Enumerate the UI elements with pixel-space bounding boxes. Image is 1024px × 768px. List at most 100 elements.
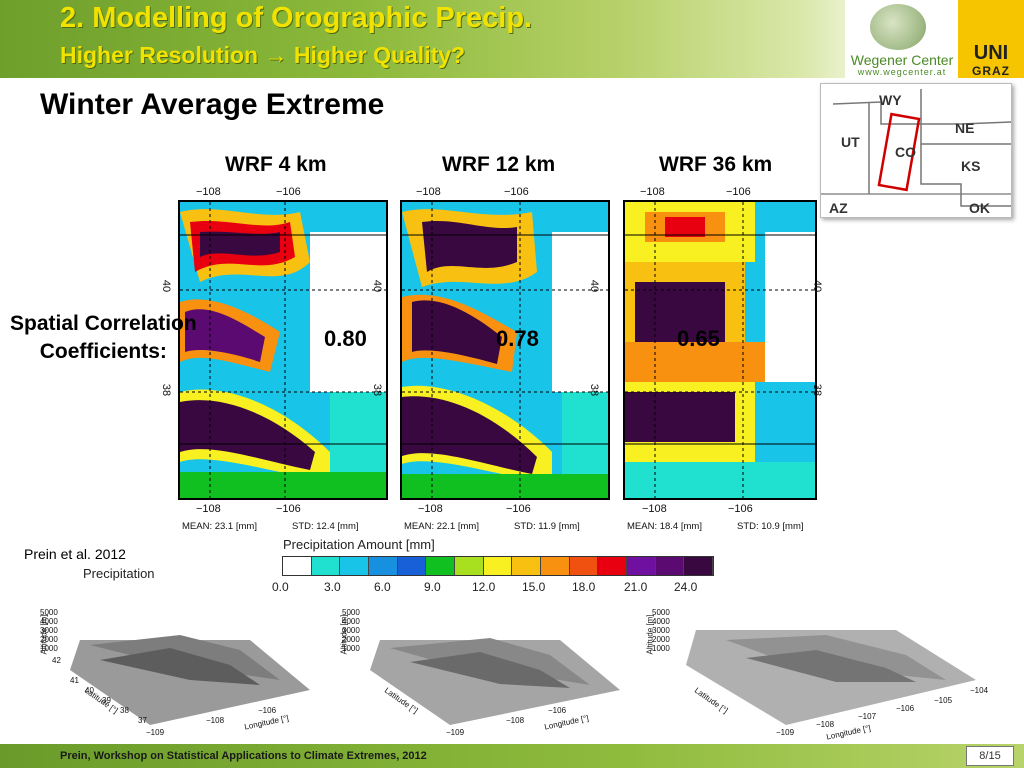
alt-tick: 5000	[342, 608, 360, 617]
lon-tick: −107	[858, 712, 877, 721]
uni-text: UNI	[973, 42, 1009, 64]
lon-tick-bottom-left-12: −108	[418, 503, 443, 515]
std-36km: STD: 10.9 [mm]	[737, 521, 804, 532]
terrain-plot-36km: Altitude [m] 5000 4000 3000 2000 1000 La…	[636, 600, 996, 742]
colorbar-tick: 21.0	[624, 580, 648, 594]
lon-tick-top-left-12: −108	[416, 186, 441, 198]
lat-tick-bottom-36: 38	[811, 383, 824, 397]
colorbar-swatch	[627, 557, 656, 575]
alt-tick: 5000	[40, 608, 58, 617]
mean-4km: MEAN: 23.1 [mm]	[182, 521, 257, 532]
lat-tick-bottom-12: 38	[588, 383, 601, 397]
precip-field-12km	[402, 202, 608, 498]
panel-title-36km: WRF 36 km	[659, 153, 773, 176]
colorbar-swatch	[426, 557, 456, 575]
lat-tick: 37	[138, 716, 147, 725]
precip-colorbar	[282, 556, 714, 576]
alt-tick: 2000	[342, 635, 360, 644]
lon-tick-bottom-left-36: −108	[642, 503, 667, 515]
state-label-ok: OK	[969, 200, 990, 216]
terrain-plot-4km: Altitude [m] 5000 4000 3000 2000 1000 42…	[30, 600, 320, 740]
lon-tick: −106	[548, 706, 567, 715]
colorbar-tick: 0.0	[272, 580, 289, 594]
lon-tick: −104	[970, 686, 989, 695]
terrain-surface-36km	[686, 630, 976, 725]
alt-tick: 5000	[652, 608, 670, 617]
colorbar-title: Precipitation Amount [mm]	[283, 537, 435, 552]
lon-tick: −109	[776, 728, 795, 737]
colorbar-swatch	[569, 557, 599, 575]
mean-12km: MEAN: 22.1 [mm]	[404, 521, 479, 532]
colorbar-swatch	[340, 557, 370, 575]
alt-tick: 2000	[40, 635, 58, 644]
inset-state-map: WY UT CO NE KS AZ OK	[820, 83, 1012, 218]
colorbar-swatch	[311, 557, 341, 575]
alt-tick: 1000	[40, 644, 58, 653]
lat-tick-bottom-left: 38	[160, 383, 173, 397]
state-label-wy: WY	[879, 92, 902, 108]
precip-field-4km	[180, 202, 386, 498]
mean-36km: MEAN: 18.4 [mm]	[627, 521, 702, 532]
state-label-az: AZ	[829, 200, 848, 216]
precip-map-4km	[178, 200, 388, 500]
state-label-co: CO	[895, 144, 916, 160]
lon-tick: −108	[206, 716, 225, 725]
terrain-surface-4km	[70, 635, 310, 725]
lon-tick-bottom-left: −108	[196, 503, 221, 515]
citation: Prein et al. 2012	[24, 546, 126, 562]
lon-tick-bottom-right-12: −106	[506, 503, 531, 515]
alt-tick: 3000	[40, 626, 58, 635]
colorbar-swatch	[598, 557, 628, 575]
panel-title-12km: WRF 12 km	[442, 153, 556, 176]
colorbar-swatch	[283, 557, 312, 575]
correlation-12km: 0.78	[496, 326, 539, 351]
colorbar-tick: 9.0	[424, 580, 441, 594]
lat-tick: 42	[52, 656, 61, 665]
colorbar-tick: 18.0	[572, 580, 596, 594]
lon-tick: −109	[446, 728, 465, 737]
wegener-url: www.wegcenter.at	[857, 67, 947, 77]
slide-subtitle: Higher Resolution → Higher Quality?	[60, 42, 466, 68]
uni-graz-logo	[958, 0, 1024, 78]
lon-tick-top-left: −108	[196, 186, 221, 198]
globe-icon	[870, 4, 926, 50]
lat-tick-bottom-right: 38	[371, 383, 384, 397]
precip-field-36km	[625, 202, 815, 498]
lon-tick-bottom-right: −106	[276, 503, 301, 515]
colorbar-swatch	[541, 557, 570, 575]
std-12km: STD: 11.9 [mm]	[514, 521, 580, 532]
correlation-label-line2: Coefficients:	[39, 340, 167, 363]
std-4km: STD: 12.4 [mm]	[292, 521, 359, 532]
colorbar-swatch	[512, 557, 542, 575]
panel-title-4km: WRF 4 km	[225, 153, 327, 176]
colorado-highlight	[877, 112, 921, 192]
lon-tick-top-right: −106	[276, 186, 301, 198]
terrain-plot-12km: Altitude [m] 5000 4000 3000 2000 1000 La…	[330, 600, 630, 740]
lon-tick: −108	[506, 716, 525, 725]
lat-tick-top-12: 40	[588, 279, 601, 293]
lon-tick-top-right-36: −106	[726, 186, 751, 198]
alt-tick: 1000	[342, 644, 360, 653]
colorbar-tick: 24.0	[674, 580, 698, 594]
lon-tick: −106	[258, 706, 277, 715]
colorbar-swatch	[455, 557, 484, 575]
lat-tick: 40	[85, 686, 94, 695]
lat-tick-top-36: 40	[811, 279, 824, 293]
precip-map-36km	[623, 200, 817, 500]
colorbar-tick: 3.0	[324, 580, 341, 594]
lat-tick-top-left: 40	[160, 279, 173, 293]
graz-text: GRAZ	[972, 64, 1010, 78]
colorbar-swatch	[655, 557, 685, 575]
colorbar-swatch	[684, 557, 714, 575]
lon-tick-bottom-right-36: −106	[728, 503, 753, 515]
state-label-ut: UT	[841, 134, 860, 150]
alt-tick: 1000	[652, 644, 670, 653]
lon-tick: −105	[934, 696, 953, 705]
colorbar-swatch	[483, 557, 513, 575]
alt-tick: 3000	[342, 626, 360, 635]
lat-tick-top-right: 40	[371, 279, 384, 293]
state-label-ne: NE	[955, 120, 975, 136]
correlation-label-line1: Spatial Correlation	[10, 312, 197, 335]
lon-tick: −106	[896, 704, 915, 713]
slide-title: 2. Modelling of Orographic Precip.	[60, 2, 533, 34]
